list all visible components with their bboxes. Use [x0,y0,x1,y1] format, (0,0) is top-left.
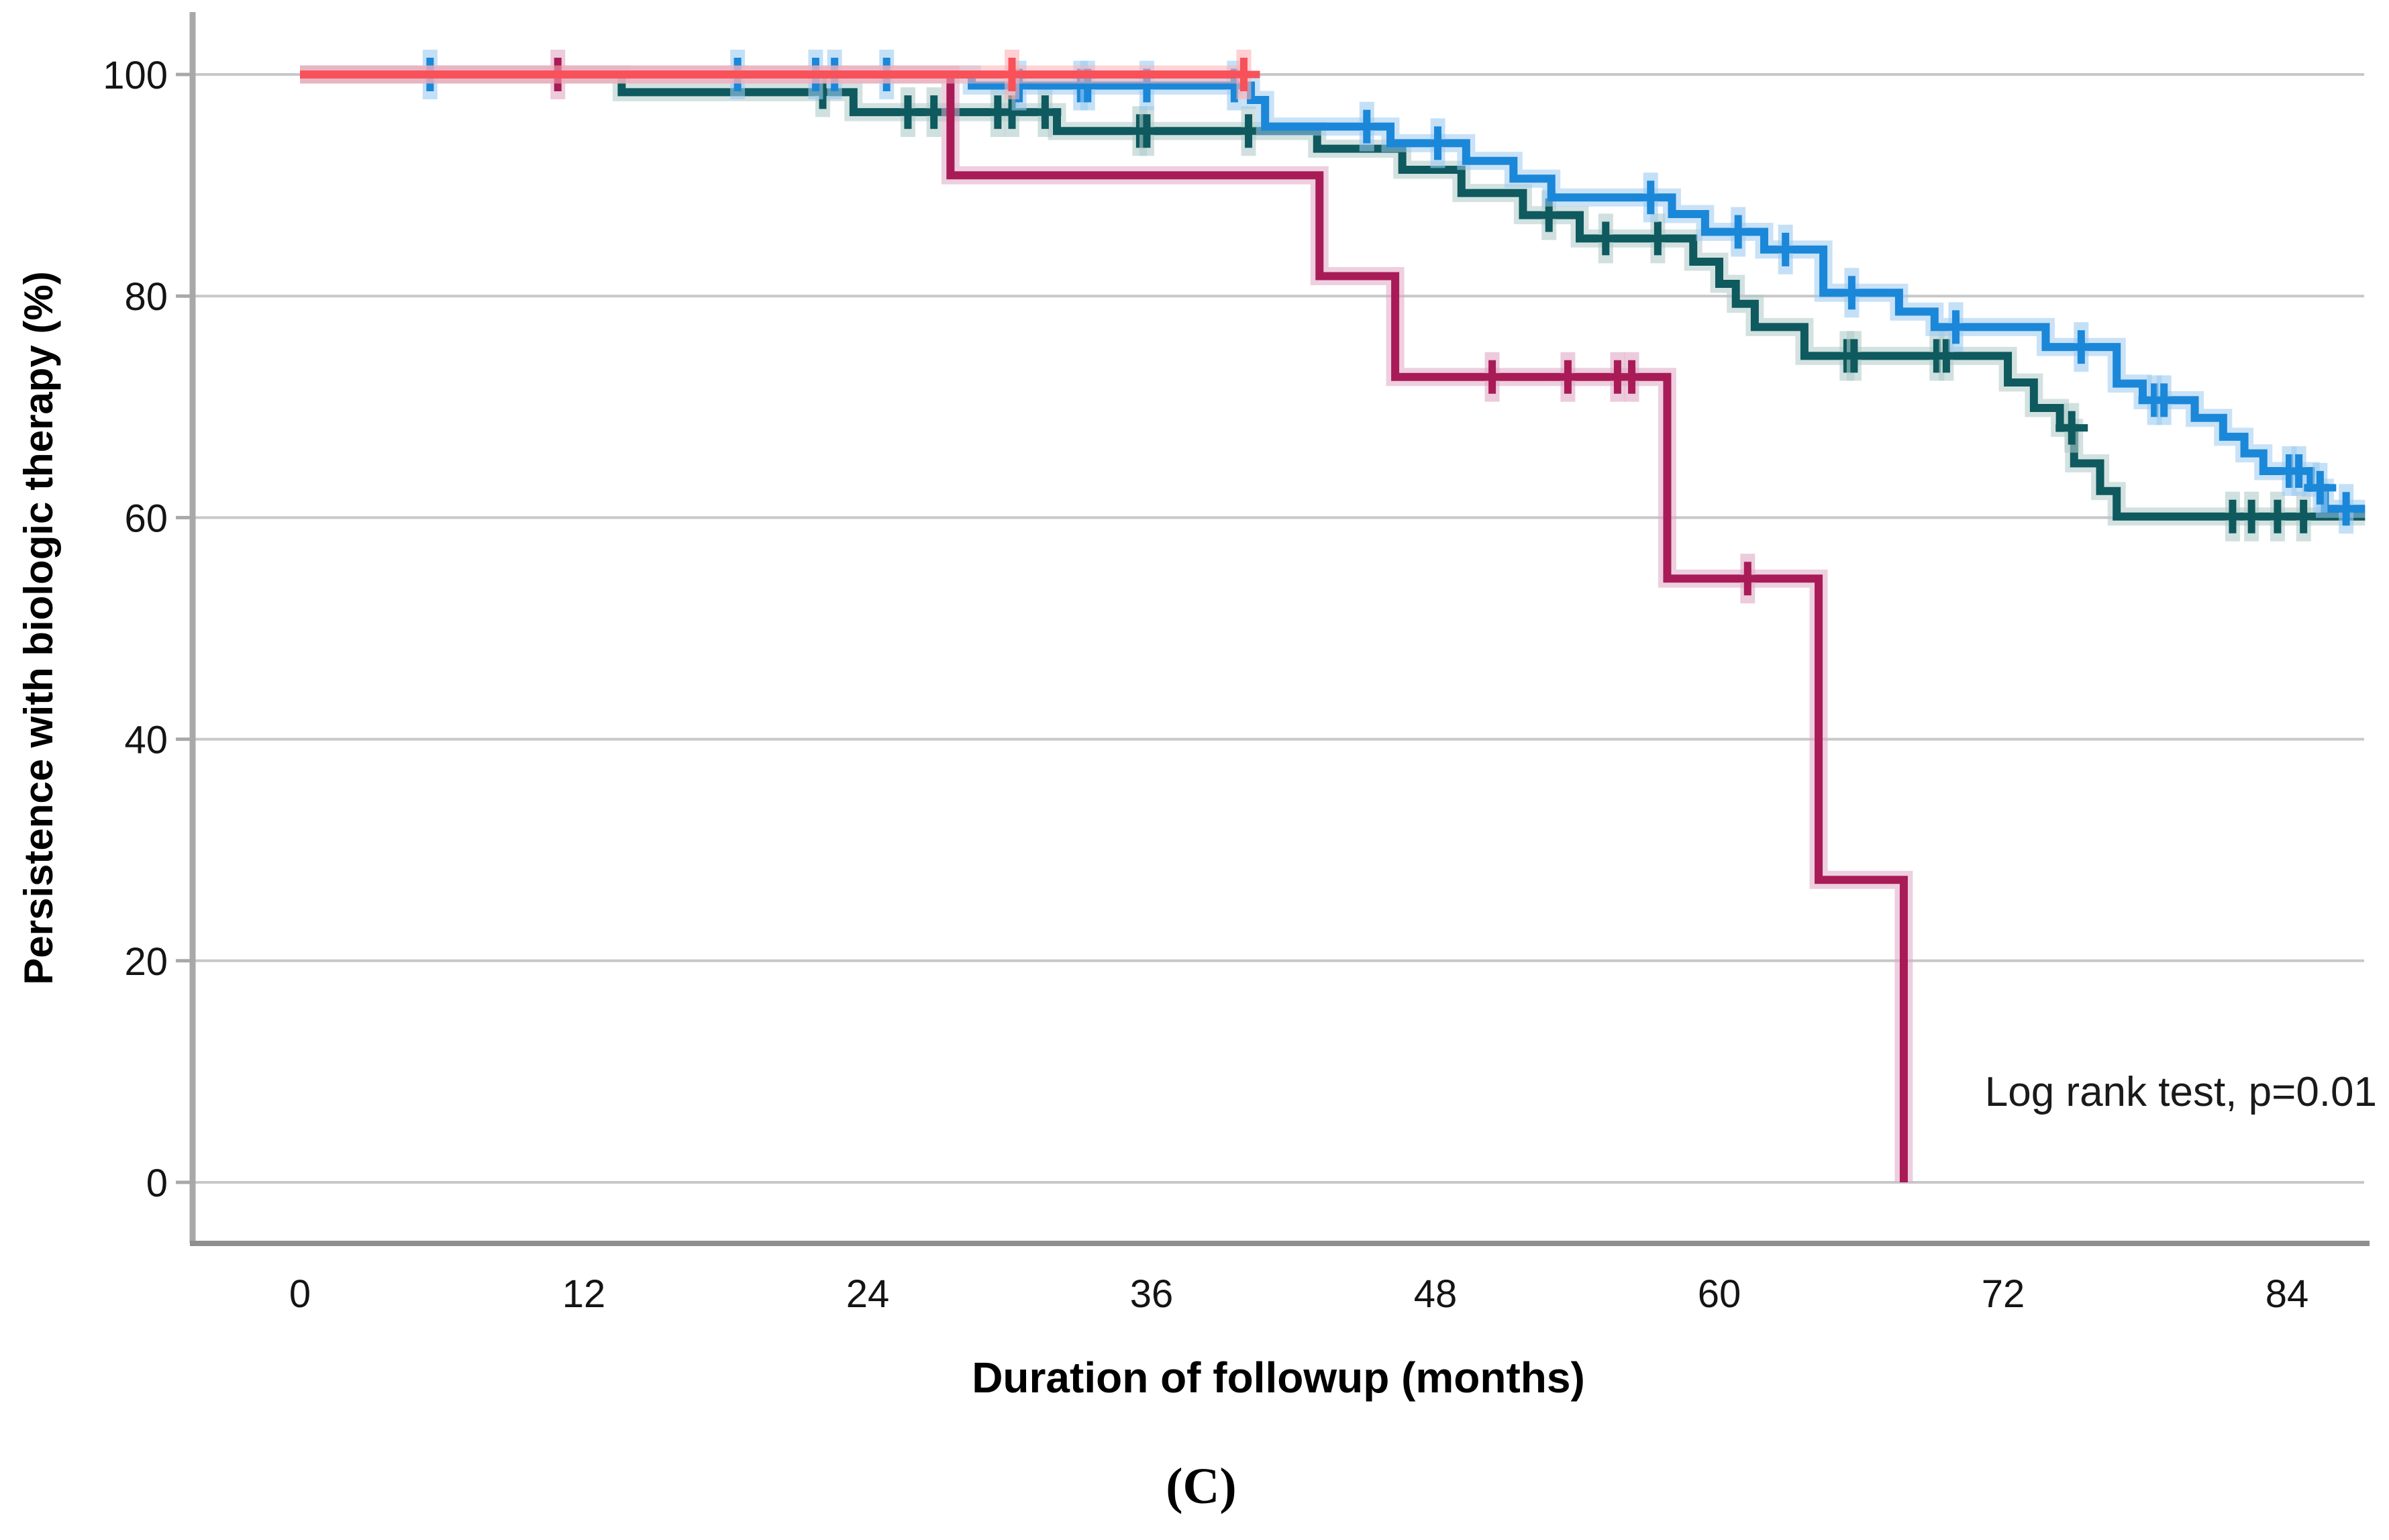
censor-mark-teal-group [1130,106,1163,156]
series-teal-group [300,65,2366,542]
censor-mark-teal-group [1029,87,1062,138]
series-maroon-group [300,50,1913,1182]
censor-mark-teal-group [1930,331,1963,381]
censor-mark-light-blue-group [2282,446,2315,497]
y-axis-title: Persistence with biologic therapy (%) [16,271,61,985]
censor-mark-coral-group [996,50,1029,99]
censor-mark-maroon-group [1615,352,1648,402]
censor-mark-teal-group [1589,213,1622,264]
y-tick-label: 0 [146,1162,168,1205]
series-layer [300,50,2366,1182]
censor-mark-light-blue-group [2304,462,2337,513]
x-tick-labels: 0 12 24 36 48 60 72 84 [289,1272,2308,1316]
x-tick-label: 48 [1414,1272,1458,1316]
censor-mark-light-blue-group [2065,322,2098,372]
axes [176,12,2370,1246]
log-rank-annotation: Log rank test, p=0.01 [1985,1069,2377,1115]
censor-mark-light-blue-group [1835,268,1868,318]
curve-light-blue-group [300,70,2366,513]
censor-mark-light-blue-group [1769,224,1802,274]
censor-mark-light-blue-group [1421,118,1454,168]
series-light-blue-group [300,50,2366,534]
censor-mark-light-blue-group [2147,375,2180,425]
y-tick-label: 60 [124,497,168,540]
x-tick-label: 0 [289,1272,311,1316]
censor-mark-teal-group [1837,331,1870,381]
gridlines [193,73,2364,1184]
x-axis-title: Duration of followup (months) [972,1353,1585,1402]
censor-mark-light-blue-group [1634,172,1667,223]
censor-mark-light-blue-group [1939,302,1972,352]
y-tick-label: 40 [124,719,168,762]
y-tick-label: 20 [124,940,168,984]
y-tick-label: 100 [103,54,168,97]
censor-mark-maroon-group [1731,554,1764,604]
x-tick-label: 72 [1982,1272,2025,1316]
censor-mark-light-blue-group [2330,484,2363,534]
censor-mark-maroon-group [1552,352,1584,402]
censor-mark-light-blue-group [1722,207,1755,257]
x-tick-label: 12 [562,1272,606,1316]
censor-mark-light-blue-group [1350,101,1383,152]
y-tick-label: 80 [124,275,168,319]
series-coral-group [300,50,1260,99]
x-tick-label: 60 [1698,1272,1741,1316]
x-tick-label: 24 [846,1272,890,1316]
y-tick-labels: 0 20 40 60 80 100 [103,54,168,1205]
figure-caption: (C) [1166,1458,1237,1515]
x-tick-label: 84 [2266,1272,2309,1316]
censor-mark-teal-group [2055,403,2088,453]
censor-mark-coral-group [1227,50,1260,99]
censor-mark-maroon-group [1476,352,1509,402]
curve-glow-light-blue-group [300,65,2366,518]
x-tick-label: 36 [1130,1272,1174,1316]
censor-mark-teal-group [2287,491,2320,542]
curve-maroon-group [300,70,1908,1182]
